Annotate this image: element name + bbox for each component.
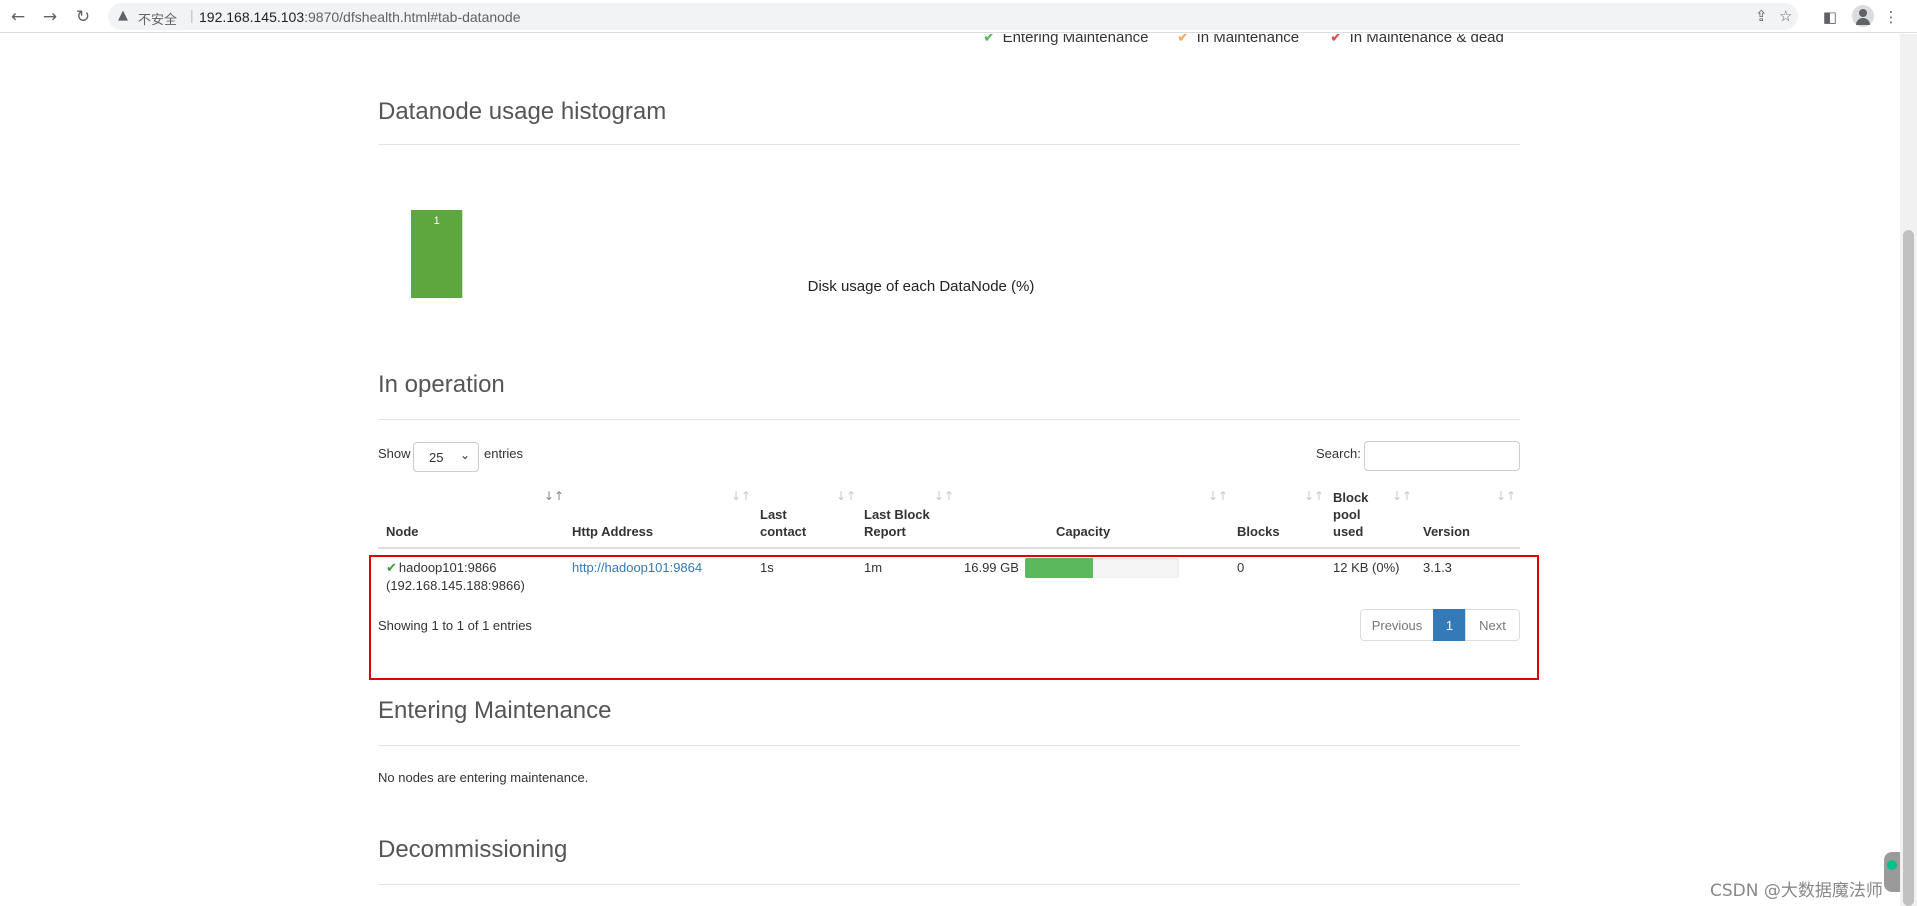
cell-version: 3.1.3 bbox=[1423, 560, 1452, 575]
histogram-bar bbox=[411, 210, 463, 298]
legend-in-maintenance-dead: ✔ In Maintenance & dead bbox=[1330, 34, 1504, 46]
floating-widget[interactable] bbox=[1884, 852, 1900, 892]
cell-blocks: 0 bbox=[1237, 560, 1245, 575]
show-label: Show bbox=[378, 446, 411, 461]
table-info-showing: Showing 1 to 1 of 1 entries bbox=[378, 618, 532, 633]
sort-icon[interactable]: ↓↑ bbox=[1496, 489, 1517, 503]
cell-block-pool-used: 12 KB (0%) bbox=[1333, 560, 1400, 575]
pagination-page-1[interactable]: 1 bbox=[1433, 609, 1466, 641]
capacity-progress-fill bbox=[1025, 558, 1093, 578]
entries-select-value: 25 bbox=[429, 450, 444, 465]
forward-arrow-icon[interactable]: → bbox=[42, 7, 58, 27]
address-bar[interactable]: ▲ 不安全 | 192.168.145.103:9870/dfshealth.h… bbox=[108, 3, 1798, 30]
url-text[interactable]: 192.168.145.103:9870/dfshealth.html#tab-… bbox=[199, 9, 521, 25]
header-line: Block bbox=[1333, 490, 1369, 505]
usage-histogram-chart: 1 0102030405060708090100 Disk usage of e… bbox=[411, 210, 1035, 298]
column-header-last-contact[interactable]: Last contact bbox=[760, 506, 806, 540]
menu-kebab-icon[interactable]: ⋮ bbox=[1883, 8, 1899, 26]
capacity-progress-bar bbox=[1025, 558, 1179, 578]
legend-in-maintenance: ✔ In Maintenance bbox=[1177, 34, 1299, 46]
share-icon[interactable]: ⇪ bbox=[1755, 7, 1768, 25]
column-header-capacity[interactable]: Capacity bbox=[1056, 524, 1111, 539]
in-operation-title: In operation bbox=[378, 371, 505, 398]
check-icon: ✔ bbox=[1330, 34, 1343, 46]
in-service-check-icon: ✔ bbox=[386, 561, 397, 576]
pagination-previous-button[interactable]: Previous bbox=[1360, 609, 1434, 641]
column-header-last-block-report[interactable]: Last Block Report bbox=[864, 506, 930, 540]
section-divider bbox=[378, 884, 1520, 885]
datanode-http-link[interactable]: http://hadoop101:9864 bbox=[572, 560, 703, 575]
entering-maintenance-title: Entering Maintenance bbox=[378, 697, 612, 724]
search-label: Search: bbox=[1316, 446, 1361, 461]
entries-label: entries bbox=[484, 446, 524, 461]
header-line: pool bbox=[1333, 507, 1361, 522]
histogram-x-label: Disk usage of each DataNode (%) bbox=[808, 278, 1035, 295]
section-divider bbox=[378, 745, 1520, 746]
node-ip: (192.168.145.188:9866) bbox=[386, 578, 525, 593]
column-header-blocks[interactable]: Blocks bbox=[1237, 524, 1280, 539]
cell-capacity: 16.99 GB bbox=[964, 560, 1019, 575]
column-header-version[interactable]: Version bbox=[1423, 524, 1470, 539]
bookmark-star-icon[interactable]: ☆ bbox=[1779, 7, 1793, 25]
side-panel-icon[interactable]: ◧ bbox=[1822, 8, 1838, 26]
column-header-block-pool-used[interactable]: Block pool used bbox=[1333, 489, 1368, 540]
histogram-bar-label: 1 bbox=[434, 215, 440, 227]
cell-last-contact: 1s bbox=[760, 560, 774, 575]
sort-icon[interactable]: ↓↑ bbox=[1392, 489, 1413, 503]
profile-avatar-icon[interactable] bbox=[1852, 5, 1874, 27]
column-header-node[interactable]: Node bbox=[386, 524, 419, 539]
insecure-label[interactable]: 不安全 bbox=[138, 13, 178, 28]
header-line: Report bbox=[864, 524, 906, 539]
browser-toolbar: ← → ↻ ▲ 不安全 | 192.168.145.103:9870/dfshe… bbox=[0, 0, 1917, 33]
column-header-http-address[interactable]: Http Address bbox=[572, 524, 654, 539]
check-icon: ✔ bbox=[983, 34, 996, 46]
legend-label: In Maintenance & dead bbox=[1349, 34, 1504, 46]
sort-icon[interactable]: ↓↑ bbox=[1208, 489, 1229, 503]
warning-icon[interactable]: ▲ bbox=[118, 8, 128, 23]
section-divider bbox=[378, 419, 1520, 420]
entering-maintenance-message: No nodes are entering maintenance. bbox=[378, 770, 589, 785]
sort-icon[interactable]: ↓↑ bbox=[731, 489, 752, 503]
entries-per-page-select[interactable]: 25 ⌄ bbox=[413, 442, 479, 472]
histogram-title: Datanode usage histogram bbox=[378, 98, 667, 125]
table-search-input[interactable] bbox=[1364, 441, 1520, 471]
omnibox-separator: | bbox=[190, 7, 194, 23]
node-name: hadoop101:9866 bbox=[398, 560, 497, 575]
header-line: used bbox=[1333, 524, 1364, 539]
check-icon: ✔ bbox=[1177, 34, 1190, 46]
cell-node: ✔ hadoop101:9866 (192.168.145.188:9866) bbox=[386, 559, 525, 594]
back-arrow-icon[interactable]: ← bbox=[10, 7, 26, 27]
header-line: Last bbox=[760, 507, 787, 522]
sort-icon[interactable]: ↓↑ bbox=[934, 489, 955, 503]
legend-entering-maintenance: ✔ Entering Maintenance bbox=[983, 34, 1149, 46]
red-highlight-box bbox=[369, 555, 1539, 680]
sort-icon[interactable]: ↓↑ bbox=[836, 489, 857, 503]
scrollbar-thumb[interactable] bbox=[1903, 230, 1914, 906]
sort-ascending-icon[interactable]: ↓↑ bbox=[544, 489, 565, 503]
pagination-next-button[interactable]: Next bbox=[1465, 609, 1520, 641]
dfshealth-page: ✔ Entering Maintenance ✔ In Maintenance ✔ I… bbox=[0, 34, 1900, 906]
url-host: 192.168.145.103 bbox=[199, 9, 305, 25]
header-line: contact bbox=[760, 524, 807, 539]
section-divider bbox=[378, 144, 1520, 145]
csdn-watermark: CSDN @大数据魔法师 bbox=[1710, 881, 1883, 901]
legend-label: In Maintenance bbox=[1196, 34, 1300, 46]
legend-label: Entering Maintenance bbox=[1002, 34, 1149, 46]
chevron-down-icon: ⌄ bbox=[459, 448, 470, 462]
sort-icon[interactable]: ↓↑ bbox=[1304, 489, 1325, 503]
cell-last-block-report: 1m bbox=[864, 560, 883, 575]
histogram-bars: 1 bbox=[411, 210, 463, 298]
reload-icon[interactable]: ↻ bbox=[75, 7, 91, 27]
header-line: Last Block bbox=[864, 507, 930, 522]
decommissioning-title: Decommissioning bbox=[378, 836, 568, 863]
table-header-divider bbox=[378, 547, 1520, 549]
cell-http-address: http://hadoop101:9864 bbox=[572, 559, 702, 576]
page-scrollbar[interactable] bbox=[1900, 34, 1917, 906]
url-path: :9870/dfshealth.html#tab-datanode bbox=[304, 9, 521, 25]
status-dot-icon bbox=[1887, 860, 1897, 870]
